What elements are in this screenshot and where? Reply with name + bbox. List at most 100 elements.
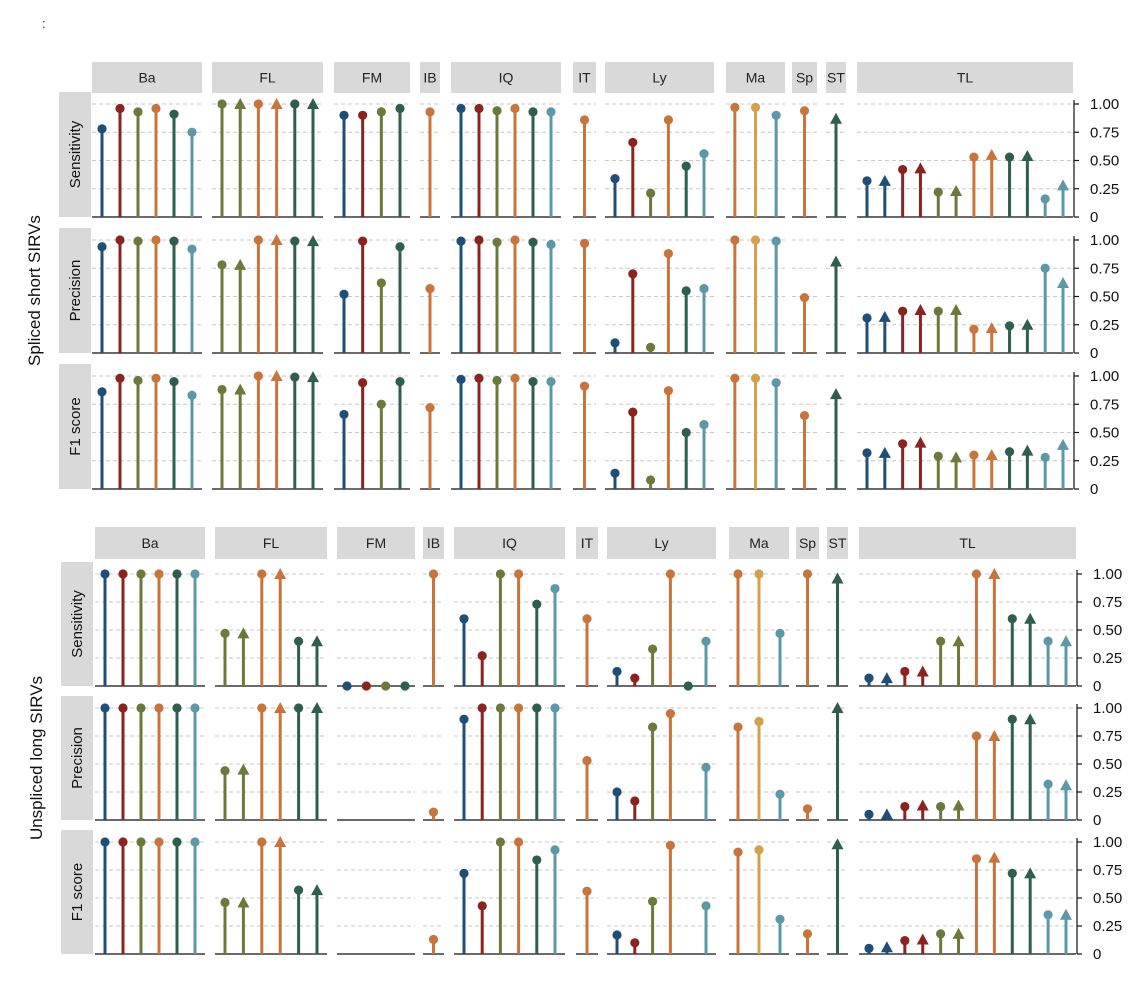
lollipop-triangle-fl-precision-1 (237, 763, 250, 775)
tool-header-IB (423, 527, 444, 559)
tool-header-Sp (796, 527, 819, 559)
lollipop-triangle-tl-f1-score-1 (880, 941, 893, 953)
lollipop-dot-ma-precision-1 (754, 716, 764, 727)
lollipop-triangle-tl-f1-score-7 (985, 449, 998, 461)
tool-header-label: Ly (652, 70, 666, 86)
lollipop-dot-iq-f1-score-5 (550, 845, 560, 855)
lollipop-dot-ly-f1-score-0 (612, 930, 622, 940)
metric-row-sensitivity: Sensitivity 0 0.25 0.50 0.75 1.00 (59, 92, 1119, 226)
y-tick-label: 0.25 (1090, 317, 1119, 334)
lollipop-dot-fl-sensitivity-0 (220, 628, 230, 638)
lollipop-dot-tl-f1-score-10 (1043, 910, 1053, 920)
lollipop-dot-tl-precision-4 (936, 801, 946, 812)
lollipop-dot-iq-precision-3 (510, 235, 520, 245)
lollipop-dot-fl-precision-0 (220, 766, 230, 776)
lollipop-dot-fl-sensitivity-4 (294, 636, 304, 646)
lollipop-dot-ma-sensitivity-0 (730, 102, 740, 112)
row-label-strip (61, 830, 93, 954)
tool-header-ST (827, 527, 848, 559)
y-tick-label: 0.50 (1093, 890, 1122, 907)
lollipop-triangle-st-f1-score-0 (831, 838, 844, 850)
lollipop-dot-iq-precision-4 (528, 237, 538, 247)
lollipop-triangle-tl-sensitivity-1 (880, 672, 893, 684)
lollipop-triangle-tl-sensitivity-3 (914, 162, 927, 174)
lollipop-dot-ba-f1-score-3 (154, 837, 164, 847)
lollipop-dot-tl-precision-10 (1043, 779, 1053, 789)
lollipop-triangle-st-precision-0 (830, 255, 842, 267)
tool-header-Sp (792, 62, 817, 93)
lollipop-dot-fl-f1-score-4 (290, 372, 300, 382)
lollipop-dot-iq-sensitivity-4 (528, 107, 538, 117)
lollipop-dot-tl-sensitivity-10 (1040, 194, 1050, 204)
lollipop-dot-tl-f1-score-0 (862, 448, 872, 458)
lollipop-dot-ly-sensitivity-5 (701, 636, 711, 646)
lollipop-dot-fm-f1-score-0 (339, 409, 349, 420)
lollipop-dot-tl-f1-score-6 (971, 854, 982, 864)
lollipop-dot-ma-precision-0 (730, 235, 740, 245)
lollipop-dot-tl-sensitivity-2 (898, 164, 908, 175)
lollipop-triangle-tl-f1-score-3 (914, 436, 927, 448)
y-tick-label: 0.50 (1090, 425, 1119, 442)
y-tick-label: 0 (1090, 209, 1098, 226)
lollipop-dot-fl-precision-4 (294, 703, 304, 713)
row-label: Precision (67, 260, 84, 322)
lollipop-triangle-tl-precision-11 (1057, 276, 1069, 288)
lollipop-triangle-tl-sensitivity-5 (952, 635, 965, 647)
lollipop-dot-ly-f1-score-4 (681, 427, 691, 438)
lollipop-dot-ba-f1-score-2 (133, 375, 143, 386)
lollipop-triangle-tl-f1-score-9 (1021, 444, 1034, 456)
row-label-strip (61, 696, 93, 820)
tool-header-label: Ba (138, 70, 155, 86)
lollipop-dot-ib-precision-0 (428, 807, 439, 817)
lollipop-dot-tl-precision-6 (971, 731, 982, 741)
lollipop-dot-ba-sensitivity-3 (151, 103, 161, 114)
lollipop-triangle-fl-sensitivity-5 (307, 98, 319, 109)
lollipop-dot-fm-precision-3 (395, 242, 405, 252)
lollipop-triangle-fl-f1-score-3 (274, 836, 287, 847)
tool-header-label: IB (427, 535, 440, 551)
tool-header-label: ST (829, 535, 847, 551)
tool-header-label: Ma (749, 535, 769, 551)
lollipop-dot-tl-precision-2 (900, 801, 910, 812)
lollipop-dot-ly-precision-2 (648, 722, 658, 732)
lollipop-dot-iq-precision-4 (532, 703, 542, 713)
lollipop-triangle-tl-precision-11 (1060, 779, 1072, 791)
lollipop-dot-fl-f1-score-4 (294, 885, 304, 895)
tool-header-label: FM (366, 535, 386, 551)
lollipop-dot-tl-sensitivity-8 (1007, 614, 1017, 624)
lollipop-dot-tl-f1-score-10 (1040, 452, 1050, 462)
lollipop-dot-it-f1-score-0 (582, 886, 592, 896)
lollipop-dot-tl-sensitivity-6 (969, 152, 979, 162)
y-tick-label: 0.75 (1090, 260, 1119, 277)
lollipop-dot-ma-sensitivity-2 (775, 628, 785, 638)
lollipop-dot-fm-sensitivity-1 (361, 681, 371, 691)
tool-header-TL (859, 527, 1076, 559)
lollipop-dot-ly-sensitivity-0 (612, 666, 622, 677)
lollipop-dot-iq-sensitivity-5 (546, 107, 556, 117)
lollipop-triangle-tl-f1-score-1 (878, 446, 891, 458)
lollipop-dot-fl-precision-2 (253, 235, 263, 245)
lollipop-dot-sp-precision-0 (799, 293, 810, 303)
lollipop-dot-ba-precision-1 (118, 703, 128, 713)
lollipop-dot-ly-sensitivity-2 (648, 644, 658, 654)
metric-row-precision: Precision 0 0.25 0.50 0.75 1.00 (59, 228, 1119, 362)
metric-row-precision: Precision 0 0.25 0.50 0.75 1.00 (61, 696, 1122, 829)
lollipop-dot-ib-precision-0 (425, 283, 435, 294)
lollipop-triangle-fl-f1-score-5 (307, 371, 319, 383)
tool-header-label: IQ (499, 70, 514, 86)
lollipop-dot-tl-precision-0 (864, 809, 874, 820)
lollipop-triangle-tl-precision-3 (916, 799, 929, 811)
lollipop-triangle-tl-f1-score-5 (952, 927, 965, 939)
lollipop-dot-iq-f1-score-3 (510, 373, 520, 383)
tool-header-label: ST (827, 70, 845, 86)
lollipop-dot-tl-sensitivity-0 (862, 176, 872, 186)
lollipop-triangle-tl-sensitivity-3 (916, 665, 929, 677)
lollipop-dot-ba-sensitivity-0 (100, 569, 110, 579)
tool-header-label: FM (362, 70, 382, 86)
y-tick-label: 0.25 (1090, 453, 1119, 470)
lollipop-dot-fm-sensitivity-1 (358, 110, 368, 120)
lollipop-dot-iq-sensitivity-4 (532, 599, 542, 609)
lollipop-dot-tl-f1-score-6 (969, 450, 979, 460)
lollipop-dot-ly-precision-1 (630, 796, 640, 806)
